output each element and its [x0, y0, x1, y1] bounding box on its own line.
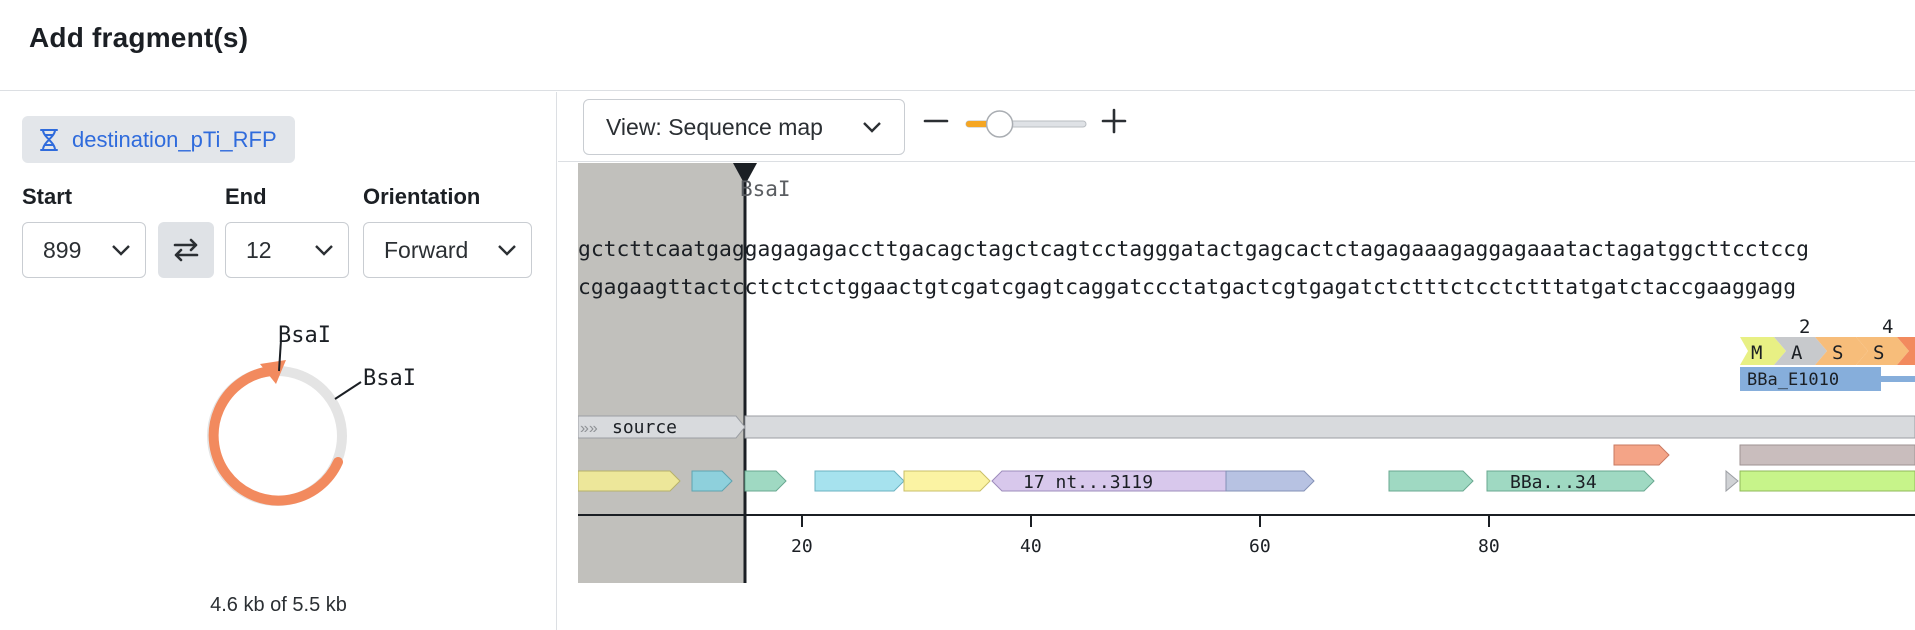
- aa-label-a: A: [1791, 342, 1803, 364]
- axis-tick-20: 20: [791, 536, 813, 557]
- axis-tick-40: 40: [1020, 536, 1042, 557]
- cut-site-enzyme-label: BsaI: [740, 177, 791, 201]
- view-mode-select[interactable]: View: Sequence map: [583, 99, 905, 155]
- plus-icon: [1101, 108, 1127, 134]
- circle-enzyme-label-1: BsaI: [278, 323, 331, 348]
- plasmid-circle-map: BsaI BsaI: [207, 323, 416, 506]
- zoom-in-button[interactable]: [1099, 106, 1129, 136]
- start-value: 899: [43, 236, 82, 263]
- end-label: End: [225, 184, 267, 209]
- viewer-toolbar: View: Sequence map: [558, 92, 1915, 162]
- cut-site-marker: [733, 163, 757, 185]
- feature-source-label: source: [612, 417, 677, 438]
- chevron-down-icon: [112, 245, 130, 256]
- unselected-region-shade: [578, 163, 745, 583]
- selected-fragment-arc: [208, 366, 343, 506]
- hourglass-dna-icon: [40, 128, 58, 151]
- feature-bba34-label: BBa...34: [1510, 472, 1597, 493]
- feature-teal-1: [744, 470, 787, 492]
- end-value: 12: [246, 236, 272, 263]
- start-label: Start: [22, 184, 73, 209]
- feature-grey-bar: [1739, 444, 1915, 466]
- feature-bba-e1010-label: BBa_E1010: [1747, 370, 1839, 390]
- aa-m: [1740, 337, 1786, 365]
- feature-salmon-arrow: [1613, 444, 1670, 466]
- orientation-value: Forward: [384, 236, 469, 263]
- aa-label-s1: S: [1832, 342, 1843, 364]
- aa-label-m: M: [1751, 342, 1762, 364]
- fragment-size-text: 4.6 kb of 5.5 kb: [210, 594, 347, 616]
- aa-s2: [1856, 337, 1909, 365]
- aa-number-2: 2: [1799, 316, 1810, 338]
- swap-button[interactable]: [158, 222, 214, 278]
- aa-label-s2: S: [1873, 342, 1884, 364]
- feature-green-bar: [1739, 470, 1915, 492]
- feature-yellow-2: [903, 470, 991, 492]
- axis-tick-80: 80: [1478, 536, 1500, 557]
- chevron-down-icon: [315, 245, 333, 256]
- fragment-name: destination_pTi_RFP: [72, 126, 277, 152]
- dialog-title: Add fragment(s): [29, 22, 249, 53]
- feature-bba34: [1486, 470, 1655, 492]
- axis-tick-60: 60: [1249, 536, 1271, 557]
- zoom-out-button[interactable]: [921, 106, 951, 136]
- feature-teal-2: [1388, 470, 1474, 492]
- chevron-down-icon: [863, 122, 881, 133]
- start-select[interactable]: 899: [22, 222, 146, 278]
- feature-cyan-2: [814, 470, 905, 492]
- circle-enzyme-label-2: BsaI: [363, 366, 416, 391]
- aa-a: [1774, 337, 1827, 365]
- sequence-viewer-panel: View: Sequence map: [558, 92, 1915, 630]
- fragment-settings-panel: destination_pTi_RFP Start End Orientatio…: [0, 92, 557, 630]
- sequence-map[interactable]: BsaI gctcttcaatgaggagagagaccttgacagctagc…: [578, 163, 1915, 583]
- orientation-label: Orientation: [363, 184, 481, 209]
- feature-blue-1: [1225, 470, 1315, 492]
- view-mode-label: View: Sequence map: [606, 113, 823, 140]
- zoom-slider-thumb: [985, 110, 1014, 138]
- feature-cyan-1: [691, 470, 733, 492]
- fragment-chip[interactable]: destination_pTi_RFP: [22, 116, 295, 163]
- orientation-select[interactable]: Forward: [363, 222, 532, 278]
- feature-grey-tri: [1725, 469, 1739, 493]
- top-strand-sequence: gctcttcaatgaggagagagaccttgacagctagctcagt…: [578, 237, 1809, 262]
- zoom-slider[interactable]: [964, 107, 1094, 141]
- feature-yellow-1: [578, 470, 681, 492]
- chevron-down-icon: [498, 245, 516, 256]
- aa-s1: [1815, 337, 1868, 365]
- feature-bba-e1010: [1740, 367, 1881, 391]
- feature-source: [578, 415, 746, 439]
- aa-number-4: 4: [1882, 316, 1893, 338]
- bottom-strand-sequence: cgagaagttactcctctctctggaactgtcgatcgagtca…: [578, 275, 1796, 300]
- swap-arrows-icon: [173, 238, 199, 262]
- dialog-header: Add fragment(s): [0, 0, 1915, 91]
- end-select[interactable]: 12: [225, 222, 349, 278]
- feature-17nt-label: 17 nt...3119: [1023, 472, 1153, 493]
- svg-text:»»: »»: [580, 420, 598, 437]
